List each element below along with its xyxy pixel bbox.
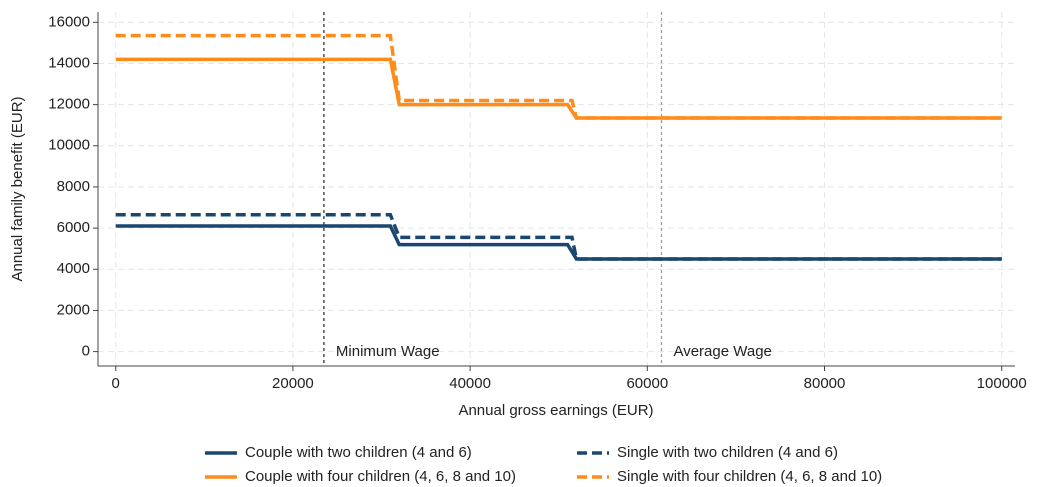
- legend-label: Couple with four children (4, 6, 8 and 1…: [245, 468, 516, 485]
- x-tick-label: 80000: [804, 375, 846, 392]
- legend-label: Couple with two children (4 and 6): [245, 444, 472, 461]
- legend-label: Single with two children (4 and 6): [617, 444, 838, 461]
- y-tick-label: 2000: [57, 301, 90, 318]
- y-tick-label: 16000: [48, 13, 90, 30]
- y-tick-label: 4000: [57, 260, 90, 277]
- y-tick-label: 10000: [48, 137, 90, 154]
- x-axis-label: Annual gross earnings (EUR): [458, 402, 653, 419]
- line: [115, 33, 1002, 120]
- legend-label: Single with four children (4, 6, 8 and 1…: [617, 468, 882, 485]
- x-tick-label: 40000: [449, 375, 491, 392]
- line: [115, 212, 1002, 261]
- reference-label: Average Wage: [673, 343, 771, 360]
- line: [115, 57, 1002, 120]
- x-tick-label: 60000: [626, 375, 668, 392]
- x-tick-label: 100000: [977, 375, 1027, 392]
- x-tick-label: 0: [112, 375, 120, 392]
- reference-label: Minimum Wage: [336, 343, 440, 360]
- line: [115, 224, 1002, 261]
- y-tick-label: 14000: [48, 54, 90, 71]
- y-axis-label: Annual family benefit (EUR): [9, 96, 26, 281]
- y-tick-label: 6000: [57, 219, 90, 236]
- y-tick-label: 12000: [48, 96, 90, 113]
- y-tick-label: 0: [82, 343, 90, 360]
- y-tick-label: 8000: [57, 178, 90, 195]
- x-tick-label: 20000: [272, 375, 314, 392]
